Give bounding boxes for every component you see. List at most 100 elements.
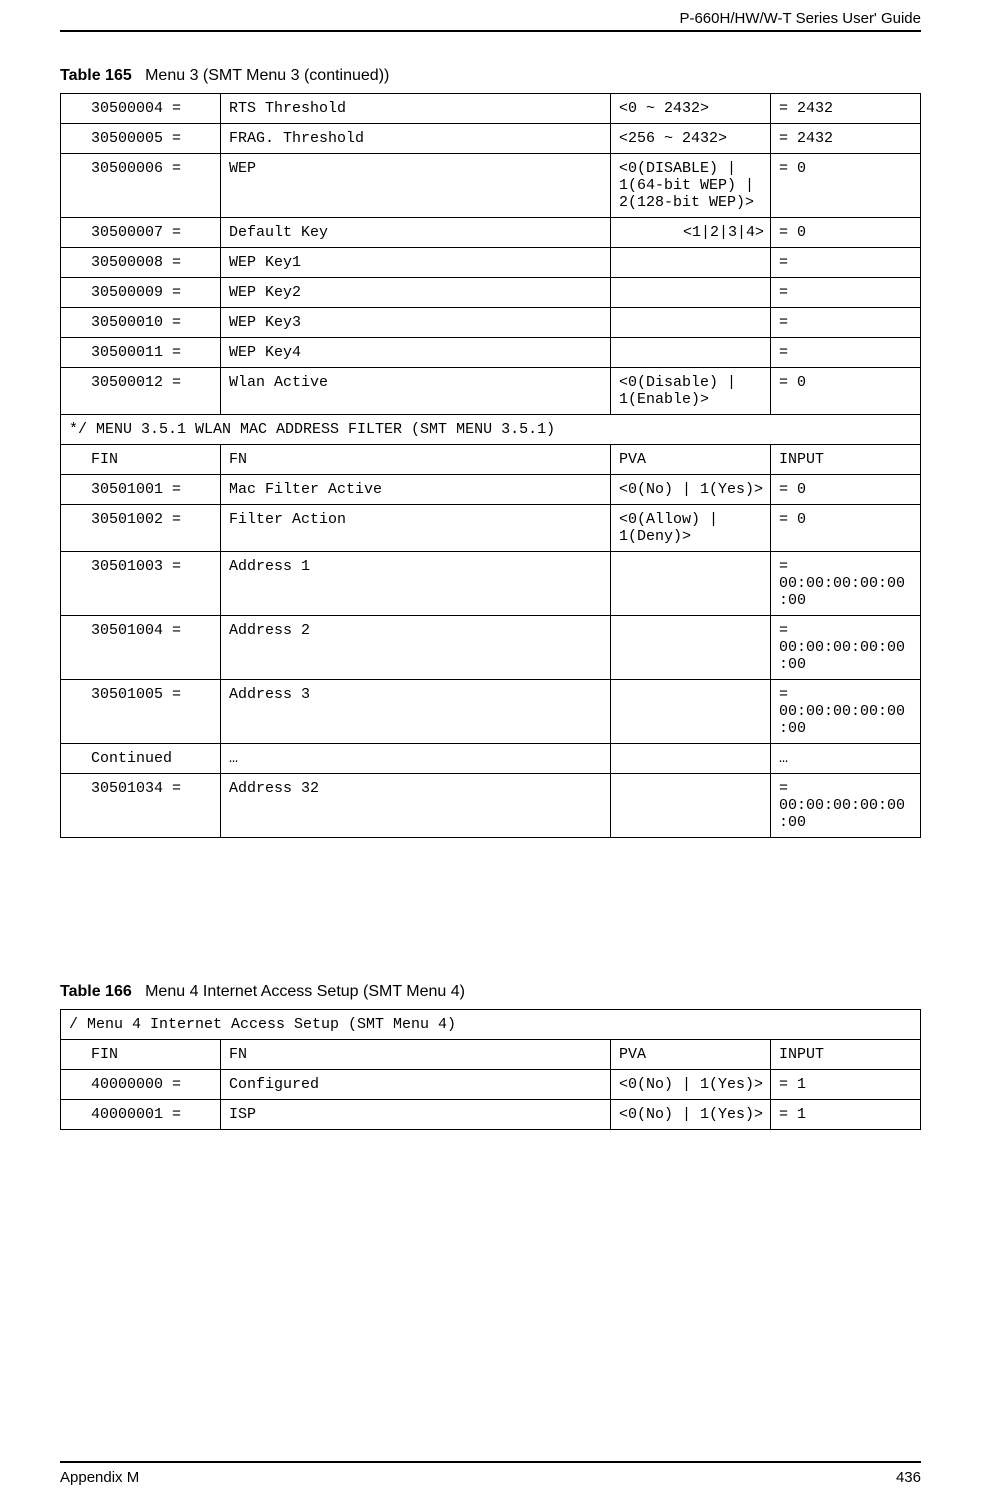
fn-cell: FRAG. Threshold	[221, 124, 611, 154]
fin-cell: 30500010 =	[61, 308, 221, 338]
fin-cell: 30500012 =	[61, 368, 221, 415]
table-row: 30501004 =Address 2 = 00:00:00:00:00:00	[61, 616, 921, 680]
table-row: / Menu 4 Internet Access Setup (SMT Menu…	[61, 1010, 921, 1040]
table-row: 30500011 =WEP Key4=	[61, 338, 921, 368]
table-row: FINFNPVAINPUT	[61, 445, 921, 475]
table-row: 30500004 =RTS Threshold<0 ~ 2432>= 2432	[61, 94, 921, 124]
page-container: P-660H/HW/W-T Series User' Guide Table 1…	[0, 0, 981, 1503]
fin-cell: 30500009 =	[61, 278, 221, 308]
input-cell: = 00:00:00:00:00:00	[771, 616, 921, 680]
pva-cell: <256 ~ 2432>	[611, 124, 771, 154]
table-row: 30500008 =WEP Key1=	[61, 248, 921, 278]
table-row: 30501003 =Address 1 = 00:00:00:00:00:00	[61, 552, 921, 616]
input-cell: = 1	[771, 1100, 921, 1130]
pva-cell: <0(No) | 1(Yes)>	[611, 475, 771, 505]
table-row: 30501002 =Filter Action<0(Allow) | 1(Den…	[61, 505, 921, 552]
pva-cell	[611, 774, 771, 838]
pva-cell: PVA	[611, 1040, 771, 1070]
table-row: 30501001 =Mac Filter Active<0(No) | 1(Ye…	[61, 475, 921, 505]
table-166: / Menu 4 Internet Access Setup (SMT Menu…	[60, 1009, 921, 1130]
fn-cell: FN	[221, 445, 611, 475]
fn-cell: Wlan Active	[221, 368, 611, 415]
input-cell: =	[771, 278, 921, 308]
fn-cell: Filter Action	[221, 505, 611, 552]
fin-cell: 30501003 =	[61, 552, 221, 616]
table-row: Continued……	[61, 744, 921, 774]
table-row: 40000001 =ISP<0(No) | 1(Yes)>= 1	[61, 1100, 921, 1130]
input-cell: = 00:00:00:00:00:00	[771, 552, 921, 616]
fn-cell: FN	[221, 1040, 611, 1070]
footer-page-number: 436	[896, 1469, 921, 1486]
fn-cell: Configured	[221, 1070, 611, 1100]
fn-cell: WEP Key2	[221, 278, 611, 308]
input-cell: =	[771, 338, 921, 368]
section-cell: */ MENU 3.5.1 WLAN MAC ADDRESS FILTER (S…	[61, 415, 921, 445]
pva-cell: <0(No) | 1(Yes)>	[611, 1100, 771, 1130]
input-cell: = 0	[771, 368, 921, 415]
input-cell: = 2432	[771, 124, 921, 154]
input-cell: = 0	[771, 154, 921, 218]
fn-cell: WEP Key3	[221, 308, 611, 338]
fin-cell: 40000000 =	[61, 1070, 221, 1100]
fin-cell: 30500008 =	[61, 248, 221, 278]
table166-caption-text: Menu 4 Internet Access Setup (SMT Menu 4…	[145, 983, 465, 1000]
table-row: 30501034 =Address 32= 00:00:00:00:00:00	[61, 774, 921, 838]
table-row: 30500009 =WEP Key2 =	[61, 278, 921, 308]
pva-cell	[611, 278, 771, 308]
fn-cell: Mac Filter Active	[221, 475, 611, 505]
header-guide-title: P-660H/HW/W-T Series User' Guide	[679, 10, 921, 27]
input-cell: =	[771, 248, 921, 278]
fin-cell: Continued	[61, 744, 221, 774]
input-cell: =	[771, 308, 921, 338]
table165-caption-label: Table 165	[60, 67, 132, 84]
fn-cell: WEP Key4	[221, 338, 611, 368]
pva-cell: <0(Disable) | 1(Enable)>	[611, 368, 771, 415]
input-cell: INPUT	[771, 445, 921, 475]
table165-caption-text: Menu 3 (SMT Menu 3 (continued))	[145, 67, 389, 84]
table-row: 40000000 =Configured<0(No) | 1(Yes)>= 1	[61, 1070, 921, 1100]
fn-cell: Address 3	[221, 680, 611, 744]
table-row: 30500007 =Default Key<1|2|3|4>= 0	[61, 218, 921, 248]
pva-cell	[611, 308, 771, 338]
fin-cell: 40000001 =	[61, 1100, 221, 1130]
pva-cell: PVA	[611, 445, 771, 475]
table-row: 30500005 =FRAG. Threshold<256 ~ 2432>= 2…	[61, 124, 921, 154]
footer-appendix: Appendix M	[60, 1469, 139, 1486]
pva-cell	[611, 338, 771, 368]
pva-cell: <0(DISABLE) | 1(64-bit WEP) | 2(128-bit …	[611, 154, 771, 218]
table-row: 30500012 =Wlan Active<0(Disable) | 1(Ena…	[61, 368, 921, 415]
footer-rule: Appendix M 436	[60, 1461, 921, 1463]
input-cell: …	[771, 744, 921, 774]
fin-cell: 30501004 =	[61, 616, 221, 680]
fn-cell: Address 1	[221, 552, 611, 616]
section-cell: / Menu 4 Internet Access Setup (SMT Menu…	[61, 1010, 921, 1040]
input-cell: = 1	[771, 1070, 921, 1100]
table-row: 30500006 =WEP<0(DISABLE) | 1(64-bit WEP)…	[61, 154, 921, 218]
fin-cell: 30501001 =	[61, 475, 221, 505]
fn-cell: ISP	[221, 1100, 611, 1130]
fn-cell: RTS Threshold	[221, 94, 611, 124]
fn-cell: …	[221, 744, 611, 774]
fn-cell: Address 2	[221, 616, 611, 680]
table-row: */ MENU 3.5.1 WLAN MAC ADDRESS FILTER (S…	[61, 415, 921, 445]
fin-cell: 30500005 =	[61, 124, 221, 154]
input-cell: INPUT	[771, 1040, 921, 1070]
input-cell: = 0	[771, 218, 921, 248]
table-row: 30500010 =WEP Key3 =	[61, 308, 921, 338]
table-row: FINFNPVAINPUT	[61, 1040, 921, 1070]
pva-cell	[611, 680, 771, 744]
fin-cell: FIN	[61, 1040, 221, 1070]
pva-cell	[611, 744, 771, 774]
input-cell: = 0	[771, 475, 921, 505]
pva-cell	[611, 616, 771, 680]
pva-cell: <0(Allow) | 1(Deny)>	[611, 505, 771, 552]
fin-cell: 30500004 =	[61, 94, 221, 124]
pva-cell	[611, 552, 771, 616]
fin-cell: FIN	[61, 445, 221, 475]
fn-cell: Address 32	[221, 774, 611, 838]
pva-cell: <0(No) | 1(Yes)>	[611, 1070, 771, 1100]
fin-cell: 30501005 =	[61, 680, 221, 744]
table165-caption: Table 165 Menu 3 (SMT Menu 3 (continued)…	[60, 67, 921, 85]
input-cell: = 0	[771, 505, 921, 552]
table166-caption: Table 166 Menu 4 Internet Access Setup (…	[60, 983, 921, 1001]
